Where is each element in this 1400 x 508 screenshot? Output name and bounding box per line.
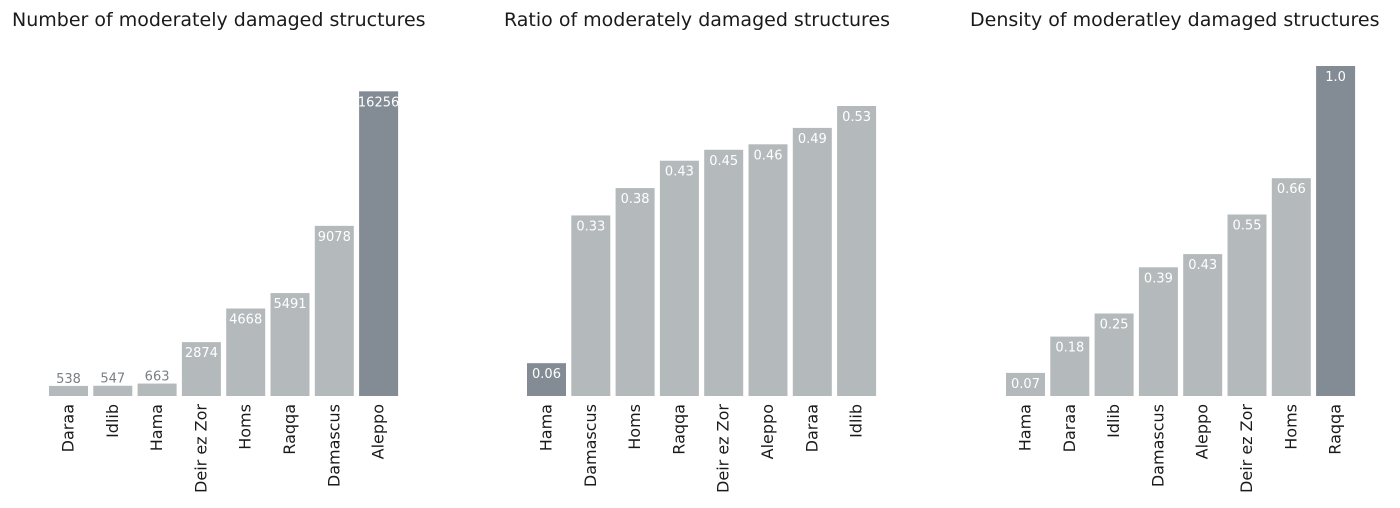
x-tick-label: Deir ez Zor bbox=[1237, 404, 1256, 493]
x-tick-label: Deir ez Zor bbox=[714, 404, 733, 493]
bar-damascus bbox=[314, 225, 354, 396]
x-tick-label: Aleppo bbox=[369, 404, 388, 459]
x-tick-label: Aleppo bbox=[758, 404, 777, 459]
bar-value-label: 4668 bbox=[229, 313, 262, 328]
bar-hama bbox=[137, 383, 177, 396]
bar-value-label: 9078 bbox=[318, 230, 351, 245]
bar-value-label: 0.07 bbox=[1011, 377, 1040, 392]
x-tick-label: Daraa bbox=[59, 404, 78, 452]
bar-value-label: 538 bbox=[56, 372, 81, 387]
bar-value-label: 663 bbox=[145, 370, 170, 385]
bar-value-label: 5491 bbox=[273, 297, 306, 312]
bar-homs bbox=[615, 188, 655, 396]
bar-raqqa bbox=[270, 293, 310, 396]
bar-value-label: 1.0 bbox=[1325, 70, 1346, 85]
x-tick-label: Deir ez Zor bbox=[191, 404, 210, 493]
bar-value-label: 0.43 bbox=[1188, 258, 1217, 273]
chart-title: Number of moderately damaged structures bbox=[12, 9, 426, 31]
x-tick-label: Homs bbox=[1281, 404, 1300, 450]
chart-panel-2: Ratio of moderately damaged structures 0.… bbox=[504, 9, 890, 493]
bar-hama bbox=[527, 363, 566, 396]
x-tick-label: Damascus bbox=[1148, 404, 1167, 487]
x-tick-label: Homs bbox=[236, 404, 255, 450]
bar-value-label: 0.33 bbox=[576, 219, 605, 234]
bar-value-label: 0.45 bbox=[709, 154, 738, 169]
bar-value-label: 0.49 bbox=[798, 132, 827, 147]
bar-value-label: 0.55 bbox=[1233, 219, 1262, 234]
x-tick-label: Idlib bbox=[1104, 404, 1123, 438]
x-tick-label: Damascus bbox=[324, 404, 343, 487]
x-tick-label: Hama bbox=[147, 404, 166, 451]
bar-aleppo bbox=[1183, 254, 1223, 396]
bar-value-label: 16256 bbox=[358, 95, 399, 110]
bar-raqqa bbox=[659, 160, 699, 396]
x-tick-label: Raqqa bbox=[280, 404, 299, 455]
x-tick-label: Idlib bbox=[847, 404, 866, 438]
x-tick-label: Daraa bbox=[802, 404, 821, 452]
bar-aleppo bbox=[748, 144, 788, 396]
x-tick-label: Raqqa bbox=[669, 404, 688, 455]
x-tick-label: Raqqa bbox=[1326, 404, 1345, 455]
chart-title: Density of moderatley damaged structures bbox=[970, 9, 1380, 31]
bar-value-label: 547 bbox=[100, 372, 125, 387]
bar-value-label: 0.38 bbox=[621, 192, 650, 207]
bar-value-label: 0.43 bbox=[665, 165, 694, 180]
chart-title: Ratio of moderately damaged structures bbox=[504, 9, 890, 31]
bar-idlib bbox=[1094, 313, 1134, 396]
x-tick-label: Daraa bbox=[1060, 404, 1079, 452]
x-tick-label: Hama bbox=[1016, 404, 1035, 451]
bar-hama bbox=[1006, 372, 1045, 396]
bar-damascus bbox=[1138, 267, 1178, 396]
bar-value-label: 0.66 bbox=[1277, 182, 1306, 197]
bar-raqqa bbox=[1316, 66, 1356, 396]
bar-value-label: 2874 bbox=[185, 346, 218, 361]
bar-idlib bbox=[93, 385, 133, 396]
bar-value-label: 0.06 bbox=[532, 367, 561, 382]
bar-value-label: 0.53 bbox=[842, 110, 871, 125]
bar-damascus bbox=[571, 215, 611, 396]
bar-homs bbox=[226, 308, 266, 396]
x-tick-label: Hama bbox=[537, 404, 556, 451]
x-tick-label: Idlib bbox=[103, 404, 122, 438]
x-tick-label: Homs bbox=[625, 404, 644, 450]
bar-value-label: 0.18 bbox=[1055, 341, 1084, 356]
bar-value-label: 0.25 bbox=[1100, 318, 1129, 333]
bar-idlib bbox=[837, 106, 877, 396]
bar-daraa bbox=[49, 385, 88, 396]
bar-daraa bbox=[792, 127, 832, 397]
bar-value-label: 0.39 bbox=[1144, 271, 1173, 286]
x-tick-label: Aleppo bbox=[1193, 404, 1212, 459]
chart-panel-3: Density of moderatley damaged structures… bbox=[970, 9, 1380, 493]
bar-deir-ez-zor bbox=[1227, 214, 1267, 396]
chart-panel-1: Number of moderately damaged structures 5… bbox=[12, 9, 426, 493]
bar-deir-ez-zor bbox=[181, 342, 221, 396]
bar-aleppo bbox=[359, 91, 399, 397]
bar-deir-ez-zor bbox=[704, 149, 744, 396]
x-tick-label: Damascus bbox=[581, 404, 600, 487]
bar-value-label: 0.46 bbox=[754, 148, 783, 163]
bar-homs bbox=[1271, 178, 1311, 396]
bar-daraa bbox=[1050, 336, 1090, 396]
